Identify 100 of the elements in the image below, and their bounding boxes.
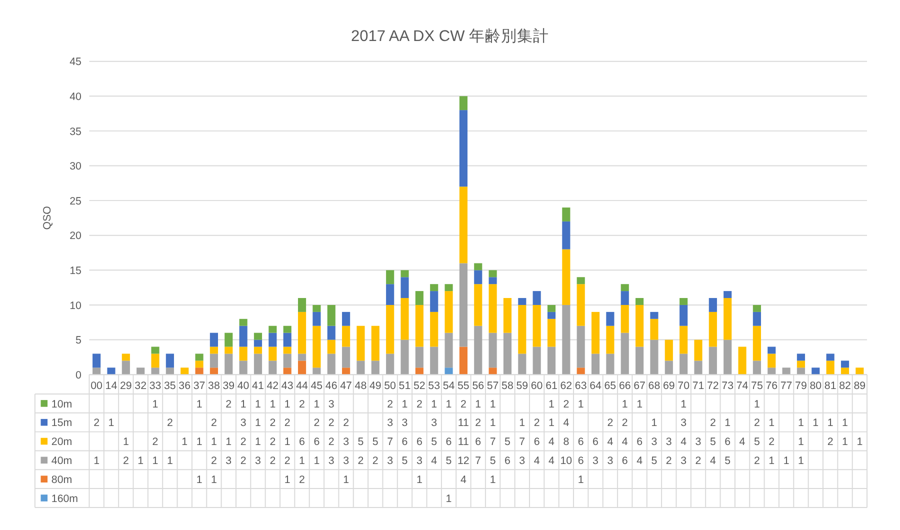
data-label: 4 bbox=[563, 417, 570, 430]
x-tick-label: 48 bbox=[354, 380, 367, 392]
data-label: 5 bbox=[724, 455, 731, 468]
x-tick-label: 65 bbox=[604, 380, 616, 392]
y-tick-label: 25 bbox=[70, 195, 82, 208]
data-label: 1 bbox=[812, 417, 819, 430]
data-label: 1 bbox=[226, 436, 232, 448]
data-label: 3 bbox=[607, 455, 614, 468]
data-label: 3 bbox=[416, 455, 422, 468]
data-label: 5 bbox=[402, 455, 408, 468]
data-label: 2 bbox=[240, 455, 246, 468]
data-label: 1 bbox=[284, 436, 290, 448]
data-label: 2 bbox=[299, 398, 306, 410]
x-tick-label: 67 bbox=[634, 380, 646, 392]
x-tick-label: 82 bbox=[839, 380, 852, 392]
chart-title: 2017 AA DX CW 年齢別集計 bbox=[350, 26, 550, 45]
x-tick-label: 44 bbox=[296, 380, 308, 392]
data-label: 1 bbox=[783, 455, 790, 468]
x-tick-label: 47 bbox=[340, 380, 352, 392]
bar bbox=[371, 360, 380, 375]
legend-label: 40m bbox=[51, 455, 72, 468]
bar bbox=[239, 326, 248, 347]
bar bbox=[694, 340, 702, 361]
data-label: 3 bbox=[343, 455, 350, 468]
bar bbox=[620, 304, 629, 333]
data-label: 3 bbox=[680, 455, 687, 468]
data-label: 2 bbox=[226, 398, 232, 410]
y-tick-label: 5 bbox=[76, 334, 82, 347]
bar bbox=[224, 354, 233, 375]
x-tick-label: 64 bbox=[590, 380, 602, 392]
x-tick-label: 79 bbox=[795, 380, 807, 392]
bar bbox=[518, 354, 526, 375]
bar bbox=[415, 346, 424, 368]
bar bbox=[210, 354, 218, 368]
data-label: 1 bbox=[108, 417, 114, 430]
data-label: 2 bbox=[475, 417, 482, 430]
bar bbox=[782, 368, 790, 375]
bar bbox=[312, 304, 321, 312]
data-label: 1 bbox=[490, 474, 496, 486]
bar bbox=[298, 312, 306, 354]
bar bbox=[195, 368, 204, 375]
y-tick-label: 30 bbox=[70, 160, 82, 173]
bar bbox=[664, 360, 673, 375]
bar bbox=[532, 291, 541, 305]
x-tick-label: 70 bbox=[678, 380, 690, 392]
data-label: 1 bbox=[798, 436, 804, 448]
bar bbox=[694, 360, 702, 375]
bar bbox=[620, 284, 629, 292]
x-tick-label: 58 bbox=[502, 380, 514, 392]
data-label: 1 bbox=[240, 398, 246, 410]
bar bbox=[752, 326, 761, 361]
legend-label: 15m bbox=[51, 417, 72, 430]
x-tick-label: 54 bbox=[442, 380, 455, 392]
data-label: 2 bbox=[211, 417, 217, 430]
y-tick-label: 10 bbox=[70, 300, 82, 312]
data-label: 1 bbox=[255, 417, 262, 430]
bar bbox=[254, 340, 262, 347]
y-tick-label: 40 bbox=[70, 91, 82, 104]
bar bbox=[840, 368, 850, 375]
data-label: 1 bbox=[842, 436, 848, 448]
bar bbox=[342, 326, 350, 347]
bar bbox=[386, 304, 394, 354]
data-label: 3 bbox=[592, 455, 599, 468]
data-label: 2 bbox=[299, 474, 306, 486]
bar bbox=[459, 346, 468, 375]
x-tick-label: 80 bbox=[810, 380, 822, 392]
bar bbox=[724, 340, 732, 375]
data-label: 2 bbox=[607, 417, 614, 430]
data-label: 4 bbox=[431, 455, 438, 468]
bar bbox=[474, 326, 482, 375]
bar bbox=[488, 332, 497, 368]
data-label: 1 bbox=[211, 436, 217, 448]
x-tick-label: 59 bbox=[516, 380, 528, 392]
data-label: 2 bbox=[754, 417, 760, 430]
x-tick-label: 71 bbox=[692, 380, 704, 392]
x-tick-label: 60 bbox=[530, 380, 543, 392]
data-label: 1 bbox=[182, 436, 188, 448]
bar bbox=[826, 354, 834, 361]
bar bbox=[151, 354, 160, 368]
bar bbox=[708, 346, 717, 375]
bar bbox=[459, 96, 468, 110]
data-label: 3 bbox=[680, 417, 687, 430]
bar bbox=[268, 332, 277, 347]
data-label: 1 bbox=[490, 398, 496, 410]
bar bbox=[430, 284, 438, 292]
data-label: 3 bbox=[226, 455, 232, 468]
data-label: 2 bbox=[152, 436, 158, 448]
x-tick-label: 43 bbox=[281, 380, 294, 392]
bar bbox=[576, 284, 585, 326]
x-tick-label: 00 bbox=[90, 380, 103, 392]
x-tick-label: 57 bbox=[486, 380, 499, 392]
x-tick-label: 53 bbox=[428, 380, 440, 392]
bar bbox=[474, 270, 482, 284]
data-label: 1 bbox=[94, 455, 100, 468]
legend-label: 80m bbox=[51, 474, 72, 486]
bar bbox=[444, 284, 453, 292]
data-label: 3 bbox=[666, 436, 672, 448]
y-tick-label: 45 bbox=[70, 56, 82, 68]
data-label: 4 bbox=[622, 436, 628, 448]
data-label: 2 bbox=[666, 455, 672, 468]
